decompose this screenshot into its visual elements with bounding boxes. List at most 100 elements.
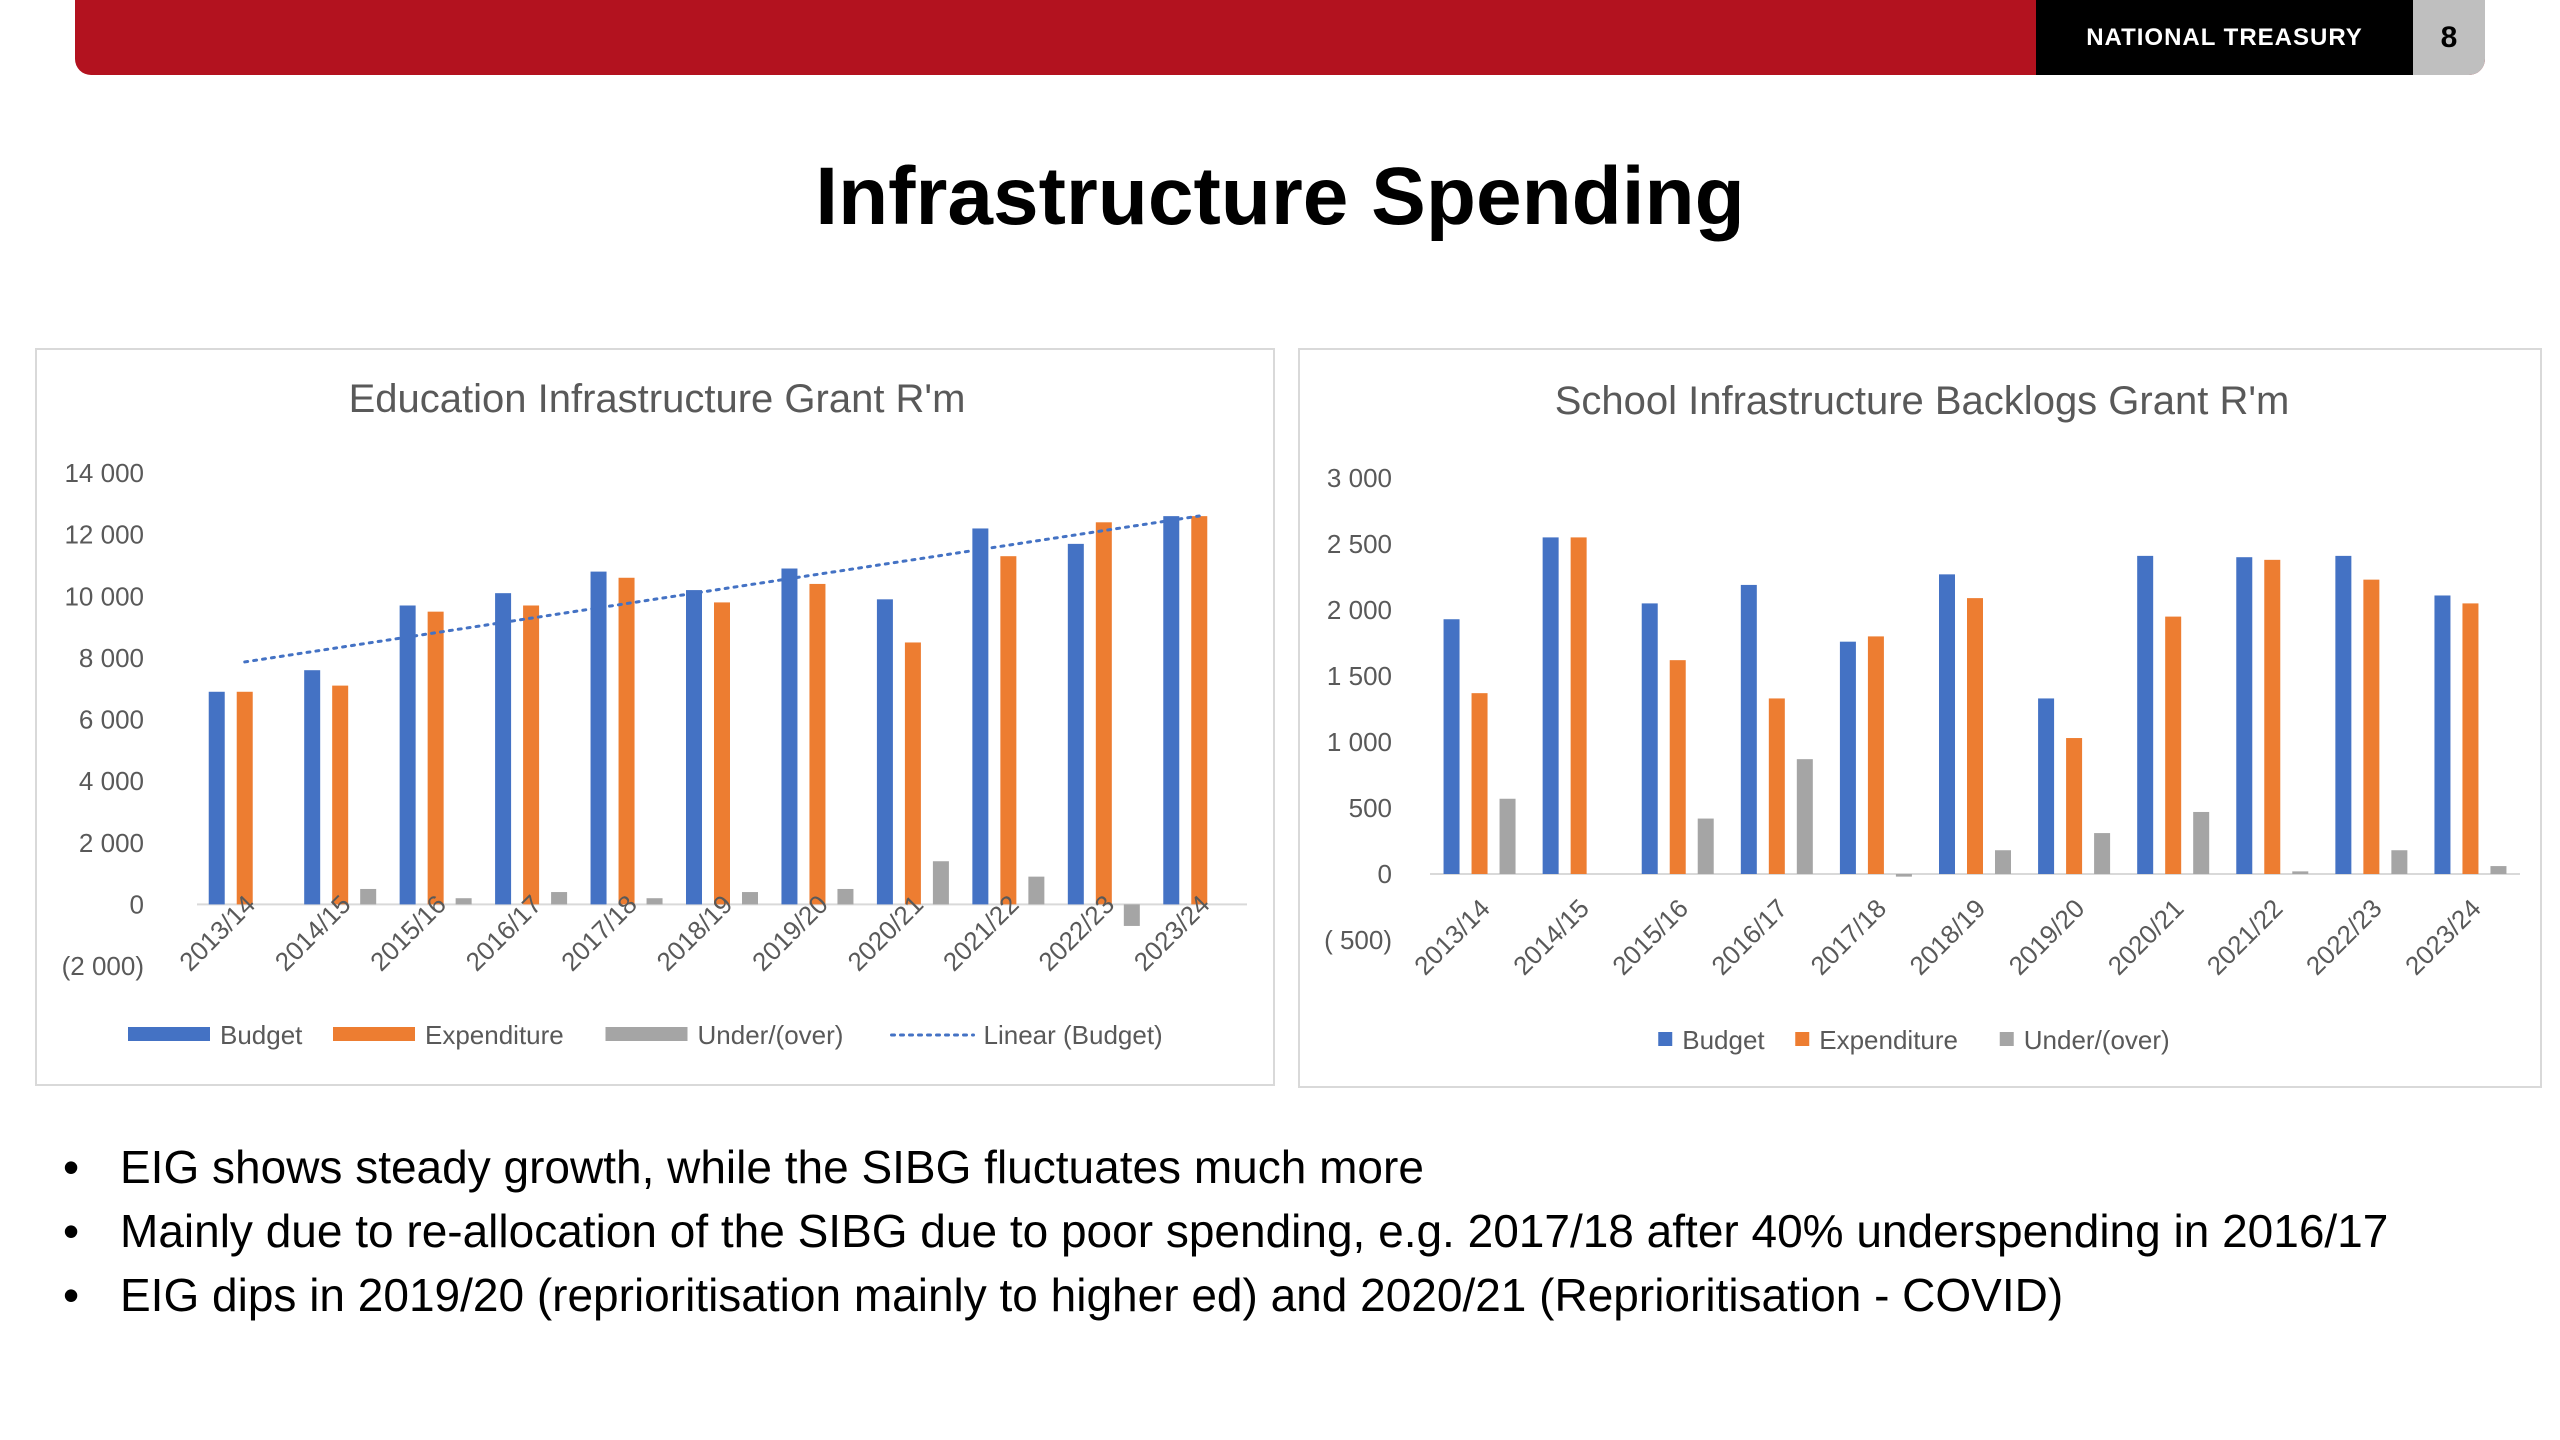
bar-expenditure [2066,738,2083,874]
bar-budget [876,599,893,905]
bullet-icon: • [63,1141,80,1193]
school-backlogs-chart: School Infrastructure Backlogs Grant R'm… [1298,348,2542,1088]
bar-budget [686,590,702,905]
y-tick-label: 6 000 [79,705,144,735]
bar-budget [2038,698,2055,874]
bar-expenditure [1867,636,1884,874]
bar-expenditure [427,611,444,905]
bullet-list: • EIG shows steady growth, while the SIBG… [55,1135,2515,1327]
y-tick-label: 2 000 [1327,595,1392,625]
x-tick-label: 2015/16 [1606,893,1694,981]
bar-under-over- [1995,850,2011,874]
y-tick-label: 12 000 [64,520,144,550]
y-tick-label: ( 500) [1324,925,1392,955]
bar-under-over- [1796,759,1813,874]
legend-label: Under/(over) [698,1020,844,1050]
y-tick-label: 0 [1378,859,1392,889]
bar-under-over- [2193,811,2210,874]
legend-label: Budget [220,1020,303,1050]
y-tick-label: 4 000 [79,766,144,796]
page-number: 8 [2413,0,2485,75]
y-tick-label: 2 500 [1327,529,1392,559]
x-tick-label: 2013/14 [1408,893,1496,981]
bullet-icon: • [63,1205,80,1257]
chart-title: Education Infrastructure Grant R'm [349,377,966,421]
bar-budget [1641,603,1658,874]
bar-expenditure [332,685,349,905]
bar-expenditure [1000,556,1017,905]
legend-swatch [128,1027,210,1041]
x-tick-label: 2017/18 [1804,893,1892,981]
education-infrastructure-chart: Education Infrastructure Grant R'm (2 000… [35,348,1275,1086]
legend-label: Budget [1682,1025,1765,1055]
bar-under-over- [1697,818,1714,874]
bar-budget [2335,555,2352,874]
bar-budget [208,691,225,905]
bar-budget [399,605,416,905]
bar-budget [590,571,607,905]
y-tick-label: 10 000 [64,581,144,611]
bar-expenditure [904,642,921,905]
y-tick-label: 500 [1349,793,1392,823]
bar-under-over- [2094,833,2111,874]
x-tick-label: 2019/20 [2003,893,2091,981]
bullet-text: EIG shows steady growth, while the SIBG … [120,1141,1424,1193]
legend-swatch [605,1027,688,1041]
x-tick-label: 2020/21 [2102,893,2190,981]
y-tick-label: 3 000 [1327,463,1392,493]
y-tick-label: 1 500 [1327,661,1392,691]
bar-expenditure [1967,598,1983,874]
y-tick-label: 2 000 [79,828,144,858]
bar-expenditure [2462,603,2479,874]
bar-budget [2236,557,2253,874]
x-tick-label: 2014/15 [1507,893,1595,981]
bar-budget [1839,641,1856,874]
legend-swatch [1795,1032,1810,1046]
legend-swatch [1999,1032,2014,1046]
bullet-icon: • [63,1269,80,1321]
bar-under-over- [2292,871,2309,874]
y-tick-label: 1 000 [1327,727,1392,757]
bullet-text: Mainly due to re-allocation of the SIBG … [120,1205,2389,1257]
bar-budget [1163,516,1180,905]
bar-budget [495,593,512,905]
x-tick-label: 2023/24 [2399,893,2487,981]
bar-expenditure [2363,579,2380,874]
legend-swatch [1658,1032,1673,1046]
trendline [243,514,1201,664]
chart-title: School Infrastructure Backlogs Grant R'm [1555,379,2290,423]
legend-label: Linear (Budget) [984,1020,1163,1050]
bar-expenditure [1570,537,1587,874]
bar-expenditure [1669,660,1686,874]
bullet-item: • EIG shows steady growth, while the SIBG… [55,1135,2515,1199]
bar-under-over- [455,898,472,905]
legend-swatch [333,1027,415,1041]
bar-expenditure [1471,693,1488,874]
bar-budget [1740,584,1757,874]
chart-svg: Education Infrastructure Grant R'm (2 000… [62,377,1247,1050]
bar-under-over- [360,888,377,905]
bar-expenditure [714,602,730,905]
bullet-item: • Mainly due to re-allocation of the SIBG… [55,1199,2515,1263]
bar-under-over- [837,888,854,905]
bar-under-over- [1895,874,1912,877]
bar-expenditure [2165,616,2182,874]
bar-expenditure [1191,516,1208,905]
bar-expenditure [236,691,253,905]
bar-under-over- [646,898,663,905]
legend-label: Expenditure [1819,1025,1958,1055]
bullet-item: • EIG dips in 2019/20 (reprioritisation m… [55,1263,2515,1327]
bar-budget [2434,595,2451,874]
bar-expenditure [2264,559,2281,874]
y-tick-label: 8 000 [79,643,144,673]
y-tick-label: 0 [130,889,144,919]
bar-expenditure [1768,698,1785,874]
x-tick-label: 2016/17 [1705,893,1793,981]
bar-under-over- [1028,876,1045,905]
bar-budget [2137,555,2154,874]
bar-under-over- [2490,866,2507,874]
bar-under-over- [2391,850,2408,874]
bar-expenditure [523,605,540,905]
x-tick-label: 2018/19 [1904,893,1992,981]
bar-budget [1542,537,1559,874]
